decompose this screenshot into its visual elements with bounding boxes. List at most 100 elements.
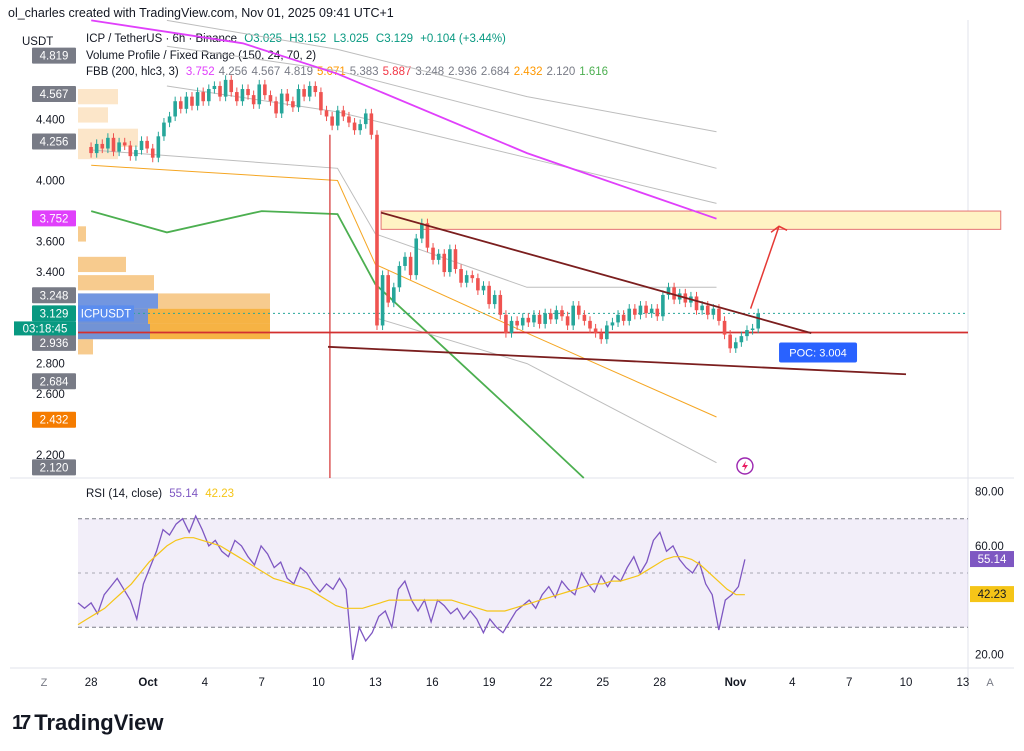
candle-body xyxy=(251,95,256,105)
rsi-legend[interactable]: RSI (14, close) 55.14 42.23 xyxy=(86,488,238,500)
candle-body xyxy=(335,110,340,126)
candle-body xyxy=(380,275,385,326)
candle-body xyxy=(470,275,475,279)
price-label: 4.567 xyxy=(40,89,69,101)
candle-body xyxy=(246,89,250,96)
candle-body xyxy=(571,305,575,326)
descending-trendline xyxy=(380,211,812,334)
resistance-zone xyxy=(380,210,1002,230)
candle-body xyxy=(476,278,480,291)
brand-name: TradingView xyxy=(34,710,164,735)
candle-body xyxy=(487,285,491,305)
candle-body xyxy=(621,314,626,321)
candle-body xyxy=(436,253,441,260)
time-axis-tick: 28 xyxy=(653,677,666,689)
candle-body xyxy=(515,320,519,326)
candle-body xyxy=(565,316,570,326)
candle-body xyxy=(162,122,166,137)
tradingview-brand: 17 TradingView xyxy=(12,710,163,736)
candle-body xyxy=(268,95,273,102)
candle-body xyxy=(128,145,133,157)
rsi-ma-value: 42.23 xyxy=(205,488,235,500)
candle-body xyxy=(576,305,581,315)
candle-body xyxy=(375,134,379,326)
fbb-value: 5.887 xyxy=(382,66,412,78)
rsi-value: 55.14 xyxy=(169,488,199,500)
candle-body xyxy=(599,333,604,340)
volume-profile-bar xyxy=(78,293,158,309)
countdown-bg xyxy=(14,321,76,336)
poc-label: POC: 3.004 xyxy=(789,347,846,359)
price-axis-tick: 3.400 xyxy=(36,267,65,279)
fbb-line-upper-3 xyxy=(166,19,717,133)
candle-body xyxy=(218,85,222,97)
candle-body xyxy=(206,89,211,102)
candle-body xyxy=(285,93,290,102)
candle-body xyxy=(481,285,486,291)
price-label-bg xyxy=(32,373,76,390)
time-axis-tick: 7 xyxy=(258,677,264,689)
rsi-value-tag: 42.23 xyxy=(978,589,1007,601)
attribution-text: ol_charles created with TradingView.com,… xyxy=(8,6,394,20)
volume-profile-bar xyxy=(78,275,154,291)
change-value: +0.104 (+3.44%) xyxy=(420,33,506,45)
candle-body xyxy=(649,308,654,314)
time-axis-tick: 25 xyxy=(596,677,609,689)
price-label-bg xyxy=(32,334,76,351)
poc-label-bg xyxy=(779,342,858,363)
rsi-value-tag: 55.14 xyxy=(978,554,1007,566)
price-label-bg xyxy=(32,305,76,322)
price-label: 3.752 xyxy=(40,213,69,225)
candle-body xyxy=(464,275,469,283)
auto-scale-button[interactable]: A xyxy=(986,677,994,689)
candle-body xyxy=(711,308,716,315)
candle-body xyxy=(739,336,744,343)
candle-body xyxy=(212,85,217,90)
candle-body xyxy=(150,148,155,158)
countdown-label: 03:18:45 xyxy=(23,323,68,335)
candle-body xyxy=(156,136,161,158)
candle-body xyxy=(139,140,144,151)
candle-body xyxy=(190,96,194,106)
candle-body xyxy=(442,253,447,273)
target-arrow-head xyxy=(770,225,788,233)
candle-body xyxy=(548,313,553,320)
candle-body xyxy=(352,122,357,131)
rsi-axis-tick: 20.00 xyxy=(975,649,1004,661)
time-axis-tick: 4 xyxy=(202,677,209,689)
time-axis-tick: 10 xyxy=(312,677,325,689)
candle-body xyxy=(745,330,749,337)
currency-label: USDT xyxy=(22,36,53,48)
fbb-value: 2.432 xyxy=(513,66,543,78)
candle-body xyxy=(302,89,306,97)
fbb-line-lower-4 xyxy=(375,317,717,464)
candle-body xyxy=(403,256,407,266)
candle-body xyxy=(89,146,93,154)
time-axis-tick: 10 xyxy=(900,677,913,689)
price-label-bg xyxy=(32,287,76,304)
time-axis-tick: 7 xyxy=(846,677,852,689)
candle-body xyxy=(94,143,99,154)
candle-body xyxy=(386,275,390,303)
price-label: 4.256 xyxy=(40,136,69,148)
candle-body xyxy=(498,294,503,315)
candle-body xyxy=(229,79,234,93)
fbb-value: 2.120 xyxy=(546,66,576,78)
candle-body xyxy=(274,101,278,114)
time-axis-tick: 4 xyxy=(789,677,796,689)
candle-body xyxy=(363,113,368,125)
zoom-button[interactable]: Z xyxy=(41,677,48,689)
candle-body xyxy=(235,92,239,102)
candle-body xyxy=(347,116,351,123)
fbb-value: 4.256 xyxy=(218,66,248,78)
candle-body xyxy=(341,110,346,117)
candle-body xyxy=(173,101,177,117)
candle-body xyxy=(397,265,402,288)
chart-canvas[interactable]: POC: 3.004 2.200 2.600 2.800 3.400 3.600 4.000… xyxy=(0,0,1024,700)
candle-body xyxy=(240,89,245,102)
fbb-line-basis xyxy=(91,19,717,220)
candle-body xyxy=(638,305,643,315)
price-label-bg xyxy=(32,210,76,227)
candle-body xyxy=(184,96,189,109)
candle-body xyxy=(728,334,732,349)
